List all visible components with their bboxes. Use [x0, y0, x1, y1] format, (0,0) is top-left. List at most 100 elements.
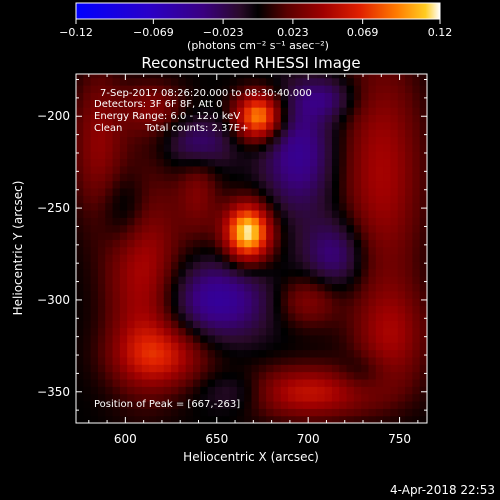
heatmap-cell [207, 400, 216, 409]
heatmap-cell [244, 393, 253, 402]
heatmap-cell [149, 74, 158, 79]
heatmap-cell [236, 320, 245, 329]
heatmap-cell [83, 320, 92, 329]
heatmap-cell [119, 107, 128, 116]
heatmap-cell [83, 165, 92, 174]
heatmap-cell [390, 356, 399, 365]
heatmap-cell [368, 415, 377, 423]
heatmap-cell [193, 386, 201, 395]
heatmap-cell [397, 74, 406, 79]
heatmap-cell [331, 187, 340, 196]
heatmap-cell [346, 261, 355, 270]
heatmap-cell [390, 143, 399, 152]
heatmap-cell [317, 349, 326, 358]
heatmap-cell [105, 114, 114, 123]
heatmap-cell [288, 92, 296, 101]
heatmap-cell [193, 231, 201, 240]
heatmap-cell [171, 136, 179, 145]
heatmap-cell [134, 283, 143, 292]
heatmap-cell [236, 85, 245, 93]
heatmap-cell [76, 408, 84, 417]
heatmap-cell [390, 92, 399, 101]
heatmap-cell [178, 151, 187, 160]
heatmap-cell [346, 408, 355, 417]
heatmap-cell [178, 386, 187, 395]
heatmap-cell [397, 364, 406, 373]
heatmap-cell [97, 254, 106, 262]
heatmap-cell [339, 378, 348, 387]
heatmap-cell [200, 114, 209, 123]
heatmap-cell [244, 268, 253, 277]
heatmap-cell [339, 107, 348, 116]
heatmap-cell [105, 136, 114, 145]
heatmap-cell [222, 254, 231, 262]
heatmap-cell [163, 386, 172, 395]
heatmap-cell [171, 268, 179, 277]
heatmap-cell [310, 386, 318, 395]
heatmap-cell [207, 334, 216, 343]
heatmap-cell [288, 268, 296, 277]
heatmap-cell [339, 77, 348, 86]
heatmap-cell [375, 400, 384, 409]
heatmap-cell [368, 136, 377, 145]
heatmap-cell [119, 327, 128, 336]
heatmap-cell [317, 408, 326, 417]
heatmap-cell [90, 283, 99, 292]
heatmap-cell [383, 305, 392, 314]
heatmap-cell [149, 378, 158, 387]
heatmap-cell [156, 349, 165, 358]
heatmap-cell [273, 187, 282, 196]
heatmap-cell [97, 151, 106, 160]
heatmap-cell [273, 121, 282, 130]
heatmap-cell [141, 378, 150, 387]
plot-area [76, 74, 427, 423]
heatmap-cell [112, 121, 121, 130]
heatmap-cell [339, 99, 348, 108]
heatmap-cell [134, 143, 143, 152]
heatmap-cell [119, 254, 128, 262]
heatmap-cell [331, 107, 340, 116]
heatmap-cell [251, 129, 260, 138]
heatmap-cell [222, 400, 231, 409]
heatmap-cell [251, 246, 260, 255]
heatmap-cell [207, 364, 216, 373]
heatmap-cell [185, 386, 194, 395]
heatmap-cell [295, 129, 304, 138]
heatmap-cell [83, 136, 92, 145]
heatmap-cell [149, 364, 158, 373]
heatmap-cell [383, 187, 392, 196]
heatmap-cell [200, 136, 209, 145]
heatmap-cell [236, 349, 245, 358]
heatmap-cell [97, 158, 106, 167]
heatmap-cell [317, 121, 326, 130]
heatmap-cell [214, 320, 223, 329]
heatmap-cell [97, 209, 106, 218]
heatmap-cell [200, 371, 209, 380]
heatmap-cell [375, 276, 384, 284]
heatmap-cell [134, 129, 143, 138]
heatmap-cell [346, 77, 355, 86]
heatmap-cell [171, 165, 179, 174]
heatmap-cell [375, 393, 384, 402]
heatmap-cell [324, 217, 333, 226]
heatmap-cell [266, 349, 275, 358]
heatmap-cell [193, 187, 201, 196]
heatmap-cell [331, 202, 340, 211]
heatmap-cell [397, 195, 406, 204]
heatmap-cell [119, 364, 128, 373]
heatmap-cell [127, 415, 136, 423]
heatmap-cell [229, 74, 238, 79]
heatmap-cell [222, 239, 231, 248]
heatmap-cell [171, 74, 179, 79]
heatmap-cell [185, 400, 194, 409]
heatmap-cell [317, 85, 326, 93]
heatmap-cell [112, 349, 121, 358]
heatmap-cell [302, 99, 311, 108]
heatmap-cell [419, 283, 427, 292]
heatmap-cell [127, 400, 136, 409]
heatmap-cell [156, 85, 165, 93]
heatmap-cell [317, 151, 326, 160]
heatmap-cell [317, 114, 326, 123]
heatmap-cell [339, 290, 348, 299]
heatmap-cell [244, 254, 253, 262]
